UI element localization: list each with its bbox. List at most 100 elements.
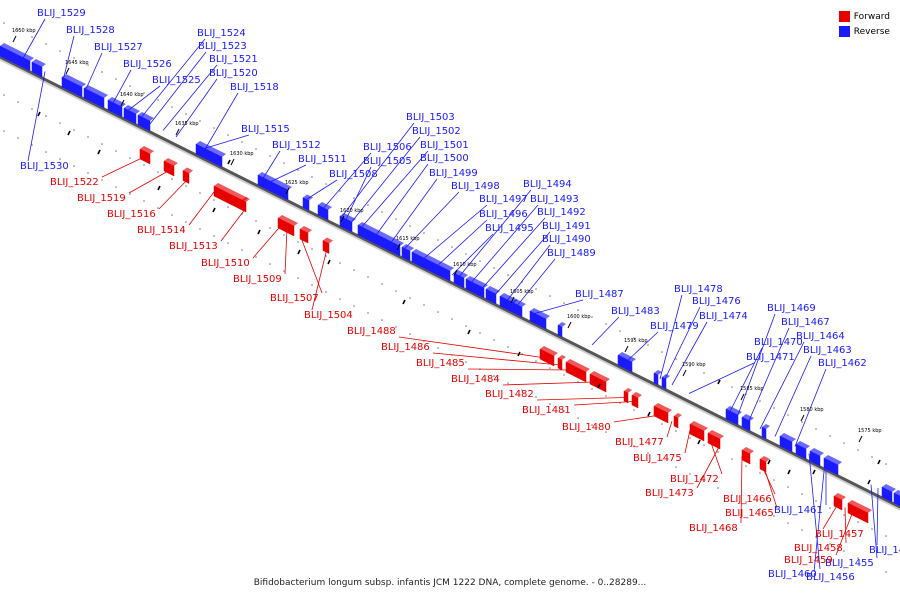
reverse-gene-label: BLIJ_1471 <box>746 352 795 363</box>
track-dot <box>255 256 257 258</box>
track-dot <box>17 29 19 31</box>
gene-block <box>673 415 679 429</box>
track-dot <box>605 395 607 397</box>
forward-leader <box>502 381 595 386</box>
track-dot <box>17 101 19 103</box>
reverse-leader <box>162 64 218 131</box>
forward-leader <box>666 420 673 438</box>
feature-mark <box>327 259 331 265</box>
track-dot <box>577 417 579 419</box>
track-dot <box>507 346 509 348</box>
track-dot <box>423 304 425 306</box>
forward-gene-label: BLIJ_1475 <box>633 453 682 464</box>
track-dot <box>465 325 467 327</box>
gene-block-top <box>402 244 414 251</box>
track-dot <box>731 494 733 496</box>
track-dot <box>815 428 817 430</box>
reverse-leader <box>349 136 421 225</box>
forward-leader <box>740 455 743 524</box>
track-dot <box>409 225 411 227</box>
track-dot <box>31 108 33 110</box>
reverse-leader <box>175 78 218 138</box>
forward-leader <box>220 207 247 242</box>
track-dot <box>465 361 467 363</box>
forward-leader <box>311 248 328 311</box>
reverse-leader <box>813 461 826 573</box>
forward-gene-label: BLIJ_1485 <box>416 358 465 369</box>
forward-gene-label: BLIJ_1516 <box>107 209 156 220</box>
reverse-gene-label: BLIJ_1474 <box>699 311 748 322</box>
scale-label: 1635 kbp <box>175 121 199 127</box>
track-dot <box>157 207 159 209</box>
track-dot <box>409 333 411 335</box>
track-dot <box>283 270 285 272</box>
reverse-leader <box>200 134 250 150</box>
reverse-leader <box>402 191 460 251</box>
label-leaders <box>21 18 879 573</box>
gene-block-top <box>760 456 770 462</box>
gene-block-top <box>590 371 610 382</box>
forward-leader <box>573 401 634 406</box>
reverse-gene-label: BLIJ_1523 <box>198 41 247 52</box>
reverse-leader <box>794 368 827 447</box>
track-dot <box>115 150 117 152</box>
gene-block-top <box>742 414 754 421</box>
track-dot <box>507 382 509 384</box>
track-dot <box>465 253 467 255</box>
track-dot <box>535 360 537 362</box>
track-dot <box>829 507 831 509</box>
forward-leader <box>684 429 691 454</box>
forward-leader <box>284 228 288 275</box>
gene-block-top <box>654 370 662 375</box>
feature-mark <box>767 459 771 465</box>
forward-gene-label: BLIJ_1522 <box>50 177 99 188</box>
scale-tick <box>230 158 235 166</box>
forward-leader <box>101 156 145 178</box>
gene-block-top <box>708 430 724 439</box>
track-dot <box>381 211 383 213</box>
track-dot <box>157 171 159 173</box>
track-dot <box>227 242 229 244</box>
scale-tick <box>682 369 687 377</box>
track-dot <box>171 214 173 216</box>
track-dot <box>129 85 131 87</box>
track-dot <box>269 263 271 265</box>
track-dot <box>325 183 327 185</box>
reverse-leader <box>591 316 620 346</box>
scale-label: 1580 kbp <box>800 407 824 413</box>
track-dot <box>129 193 131 195</box>
gene-block-top <box>848 500 872 513</box>
feature-mark <box>157 185 161 191</box>
reverse-gene-label: BLIJ_1496 <box>479 209 528 220</box>
scale-tick <box>340 215 345 223</box>
track-dot <box>885 463 887 465</box>
forward-gene-label: BLIJ_1473 <box>645 488 694 499</box>
feature-mark <box>877 459 881 465</box>
feature-mark <box>467 329 471 335</box>
scale-tick <box>624 345 629 353</box>
reverse-leader <box>435 219 488 268</box>
scale-tick <box>858 435 863 443</box>
scale-tick <box>800 414 805 422</box>
forward-gene-label: BLIJ_1488 <box>347 326 396 337</box>
reverse-gene-label: BLIJ_1518 <box>230 82 279 93</box>
gene-block-top <box>824 455 842 465</box>
track-dot <box>185 113 187 115</box>
track-dot <box>185 221 187 223</box>
reverse-gene-label: BLIJ_1489 <box>547 248 596 259</box>
track-dot <box>59 122 61 124</box>
track-dot <box>255 220 257 222</box>
track-dot <box>381 319 383 321</box>
forward-gene-label: BLIJ_1466 <box>723 494 772 505</box>
forward-leader <box>709 439 723 475</box>
gene-block-top <box>62 74 86 87</box>
forward-leader <box>763 466 778 509</box>
track-dot <box>87 136 89 138</box>
track-dot <box>843 550 845 552</box>
reverse-gene-label: BLIJ_1501 <box>420 140 469 151</box>
track-dot <box>787 486 789 488</box>
track-dot <box>801 493 803 495</box>
track-dot <box>101 179 103 181</box>
track-dot <box>101 71 103 73</box>
forward-gene-label: BLIJ_1510 <box>201 258 250 269</box>
